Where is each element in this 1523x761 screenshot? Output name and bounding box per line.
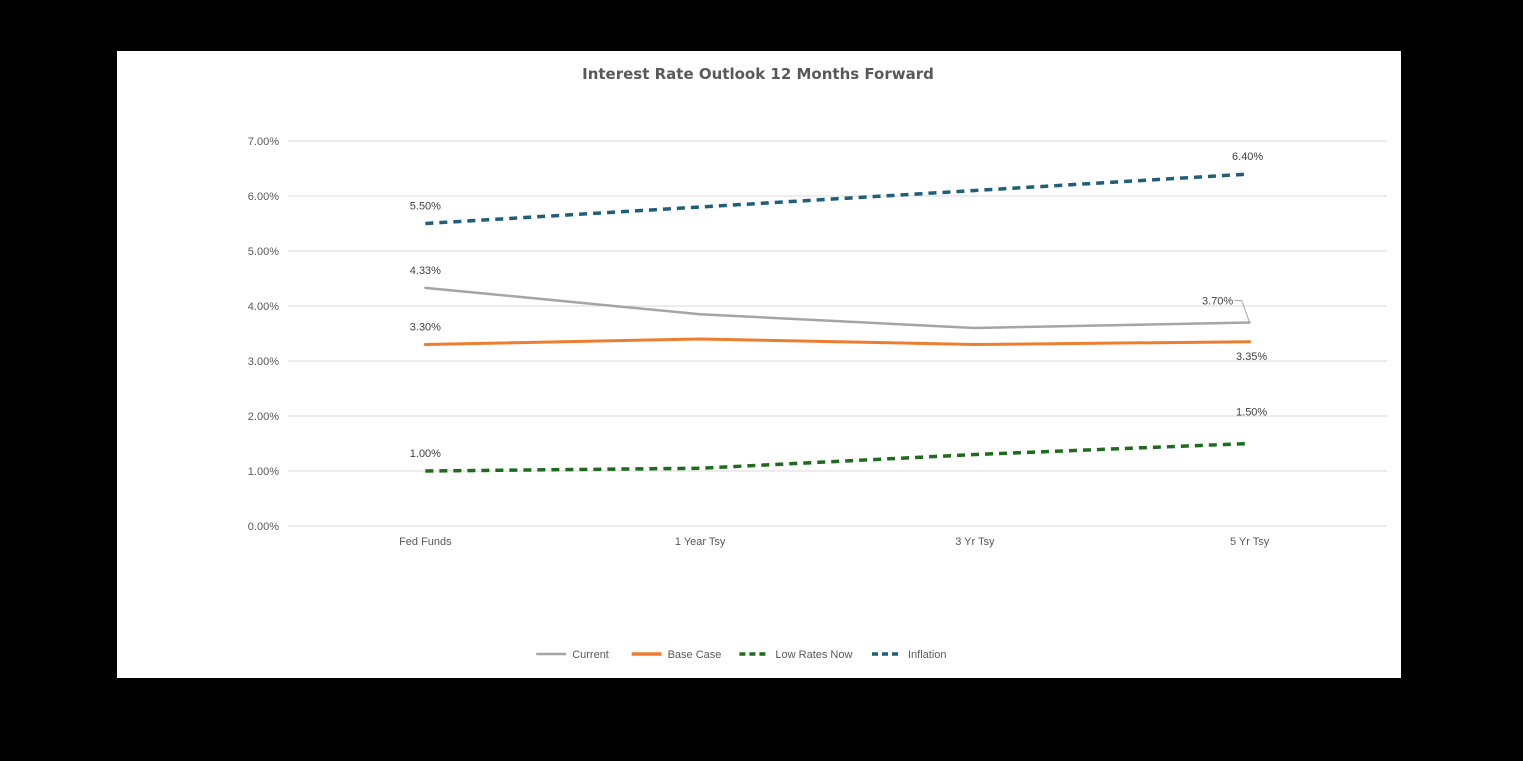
legend-label: Inflation [908,649,947,661]
y-tick-label: 3.00% [248,356,279,368]
y-tick-label: 0.00% [248,521,279,533]
label-leader-line [1234,300,1251,323]
x-tick-label: Fed Funds [399,536,452,548]
series-line-low-rates-now [425,441,1250,473]
y-tick-label: 4.00% [248,301,279,313]
x-tick-label: 3 Yr Tsy [955,536,995,548]
series-lines [423,172,1252,473]
y-tick-label: 1.00% [248,466,279,478]
series-line-inflation [425,172,1250,226]
data-label: 5.50% [410,201,441,213]
y-tick-label: 7.00% [248,136,279,148]
data-label: 6.40% [1232,151,1263,163]
data-label: 3.70% [1202,296,1233,308]
chart-area: Interest Rate Outlook 12 Months Forward … [117,51,1401,678]
line-chart: Interest Rate Outlook 12 Months Forward … [248,65,1387,661]
x-axis-ticks: Fed Funds 1 Year Tsy 3 Yr Tsy 5 Yr Tsy [399,536,1270,548]
legend: Current Base Case Low Rates Now Inflation [536,649,947,661]
data-label: 3.35% [1236,351,1267,363]
series-line-base-case [423,337,1252,346]
y-tick-label: 5.00% [248,246,279,258]
y-tick-label: 2.00% [248,411,279,423]
series-line-current [424,286,1251,330]
data-label: 1.50% [1236,407,1267,419]
data-label: 3.30% [410,322,441,334]
legend-label: Current [572,649,609,661]
legend-label: Low Rates Now [775,649,852,661]
chart-title: Interest Rate Outlook 12 Months Forward [582,65,934,83]
y-tick-label: 6.00% [248,191,279,203]
legend-label: Base Case [668,649,722,661]
x-tick-label: 5 Yr Tsy [1230,536,1270,548]
y-axis-ticks: 0.00% 1.00% 2.00% 3.00% 4.00% 5.00% 6.00% 7.00% [248,136,279,533]
x-tick-label: 1 Year Tsy [675,536,726,548]
data-label: 1.00% [410,448,441,460]
data-label: 4.33% [410,265,441,277]
data-labels: 4.33% 3.70% 3.30% 3.35% 1.00% 1.50% 5.50% 6.40% [410,151,1268,460]
